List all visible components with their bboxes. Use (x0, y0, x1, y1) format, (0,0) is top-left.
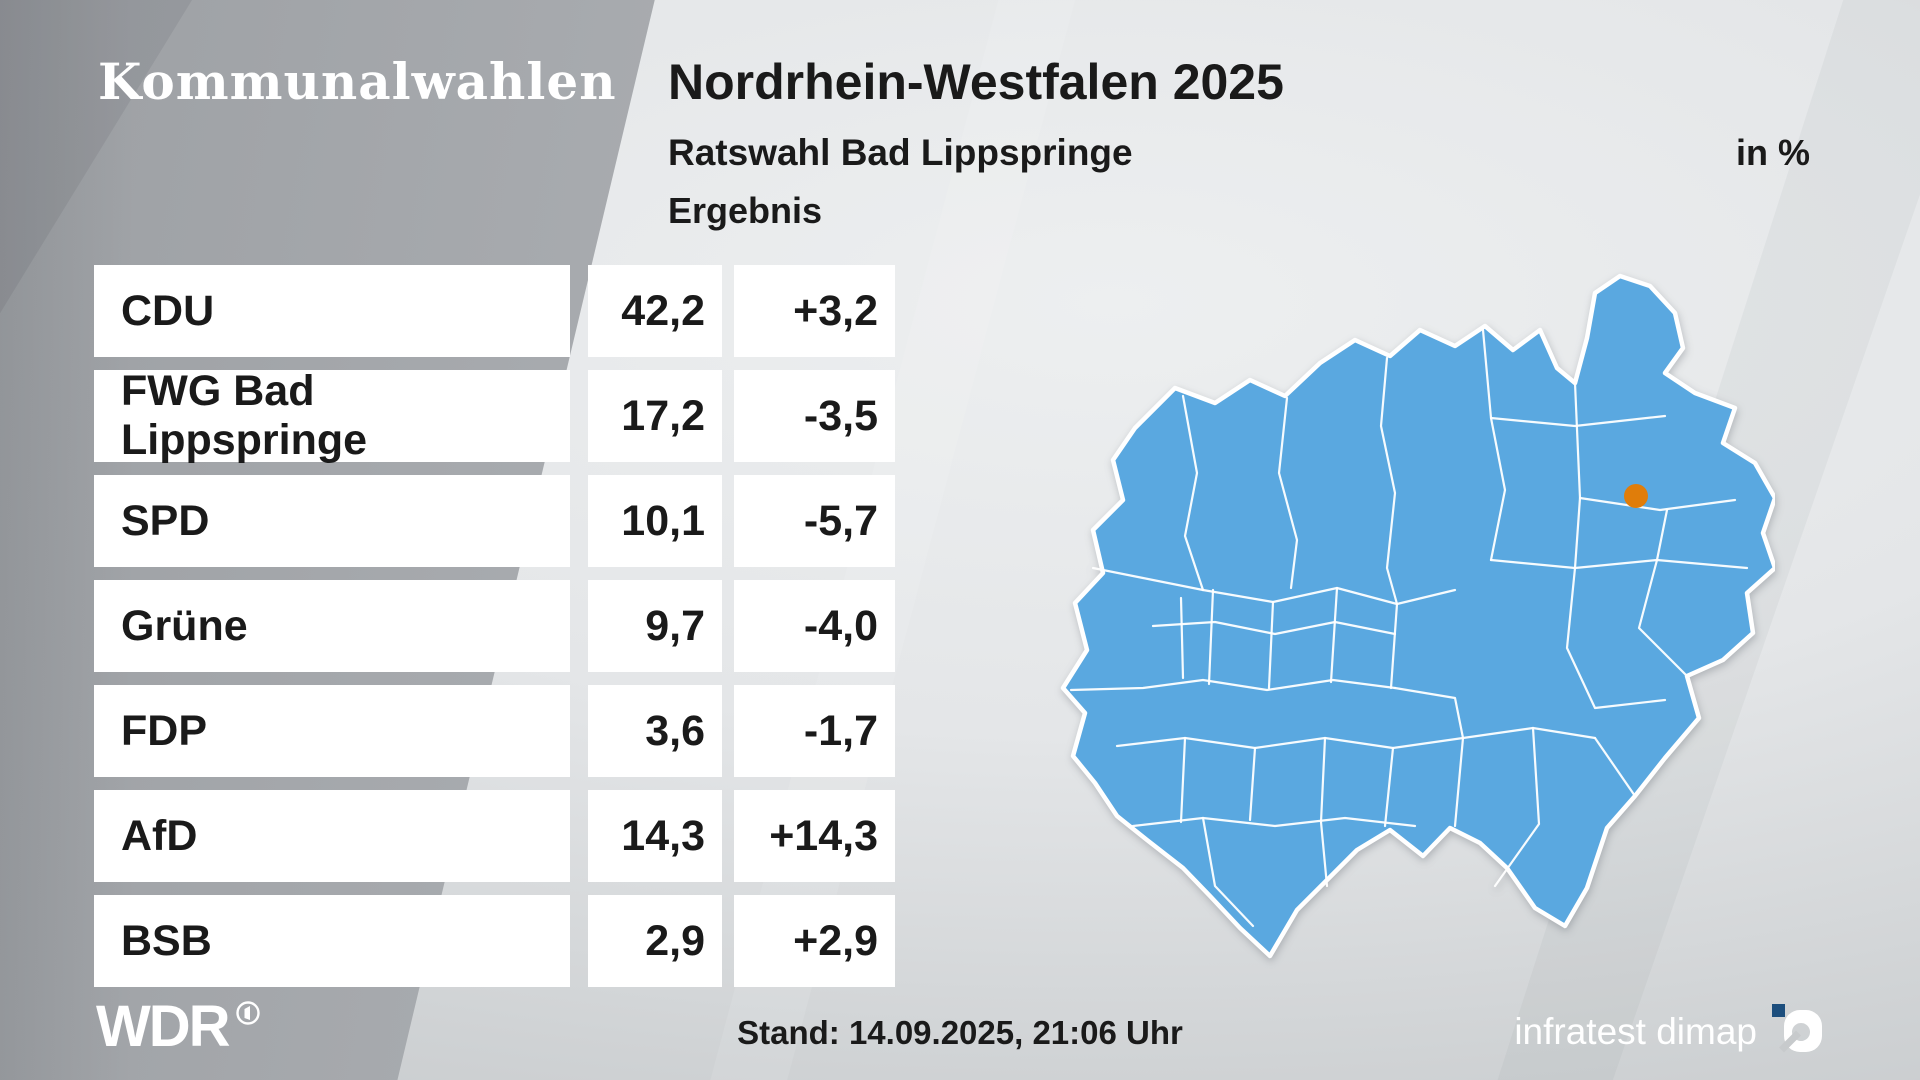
table-row: SPD 10,1 -5,7 (94, 475, 895, 567)
source-credit-text: infratest dimap (1514, 1010, 1757, 1052)
party-name: SPD (94, 475, 570, 567)
table-row: BSB 2,9 +2,9 (94, 895, 895, 987)
party-change: -1,7 (734, 685, 895, 777)
unit-label: in % (1735, 132, 1810, 173)
infratest-dimap-logo-icon (1772, 1004, 1822, 1053)
party-name: FWG Bad Lippspringe (94, 367, 570, 464)
municipality-marker (1624, 484, 1648, 508)
table-row: CDU 42,2 +3,2 (94, 265, 895, 357)
nrw-map-svg (1060, 273, 1778, 959)
party-name: FDP (94, 685, 570, 777)
party-value: 14,3 (588, 790, 722, 882)
party-change: +3,2 (734, 265, 895, 357)
party-change: -5,7 (734, 475, 895, 567)
ard-circle-icon (235, 1001, 260, 1025)
party-change: +14,3 (734, 790, 895, 882)
wdr-logo-text: WDR (96, 994, 231, 1059)
district-borders (1069, 328, 1749, 928)
header: Nordrhein-Westfalen 2025 Ratswahl Bad Li… (668, 56, 1284, 232)
party-change: -4,0 (734, 580, 895, 672)
table-row: Grüne 9,7 -4,0 (94, 580, 895, 672)
table-row: AfD 14,3 +14,3 (94, 790, 895, 882)
status-timestamp: Stand: 14.09.2025, 21:06 Uhr (737, 1014, 1183, 1051)
nrw-map (1035, 268, 1778, 980)
table-row: FWG Bad Lippspringe 17,2 -3,5 (94, 367, 895, 464)
results-table: CDU 42,2 +3,2 FWG Bad Lippspringe 17,2 -… (94, 265, 895, 1000)
program-title: Kommunalwahlen (98, 52, 617, 111)
party-name: CDU (94, 265, 570, 357)
party-name: Grüne (94, 580, 570, 672)
page-subtitle: Ratswahl Bad Lippspringe (668, 131, 1133, 173)
party-value: 17,2 (588, 370, 722, 462)
party-change: -3,5 (734, 370, 895, 462)
page-title: Nordrhein-Westfalen 2025 (668, 54, 1284, 110)
party-name: BSB (94, 895, 570, 987)
party-value: 42,2 (588, 265, 722, 357)
party-value: 9,7 (588, 580, 722, 672)
party-change: +2,9 (734, 895, 895, 987)
source-credit: infratest dimap (1514, 1004, 1826, 1058)
party-value: 10,1 (588, 475, 722, 567)
state-outline (1060, 273, 1778, 959)
party-name: AfD (94, 790, 570, 882)
logo-blue-square (1772, 1004, 1785, 1017)
party-value: 3,6 (588, 685, 722, 777)
party-value: 2,9 (588, 895, 722, 987)
wdr-logo: WDR (96, 998, 261, 1056)
table-row: FDP 3,6 -1,7 (94, 685, 895, 777)
result-label: Ergebnis (668, 189, 823, 231)
